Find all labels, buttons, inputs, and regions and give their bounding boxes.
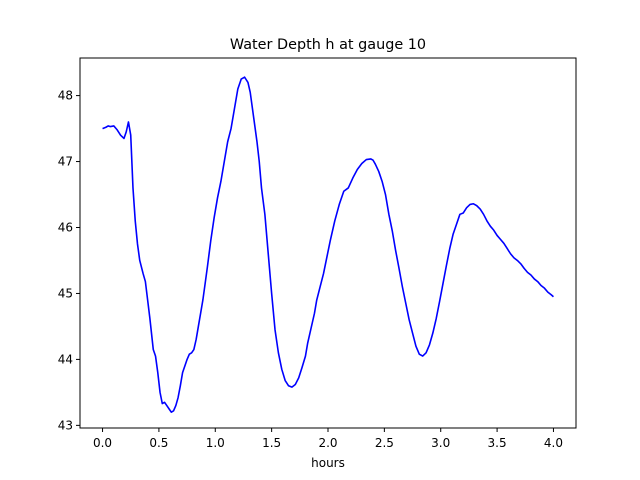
series-line [102,76,554,413]
x-axis-label: hours [311,456,345,470]
plot-area [102,76,554,413]
x-axis-ticks: 0.0 0.5 1.0 1.5 2.0 2.5 3.0 3.5 4.0 [93,428,563,450]
x-tick-label: 3.0 [431,436,450,450]
x-tick-label: 4.0 [544,436,563,450]
x-tick-label: 0.5 [149,436,168,450]
x-tick-label: 2.5 [375,436,394,450]
axes-frame [79,57,577,429]
x-tick-label: 0.0 [93,436,112,450]
y-tick-label: 44 [58,352,73,366]
y-tick-label: 43 [58,418,73,432]
y-tick-label: 47 [58,155,73,169]
x-tick-label: 2.0 [318,436,337,450]
y-tick-label: 48 [58,89,73,103]
y-tick-label: 46 [58,221,73,235]
x-tick-label: 1.0 [206,436,225,450]
chart-title: Water Depth h at gauge 10 [230,37,426,53]
x-tick-label: 3.5 [488,436,507,450]
y-axis-ticks: 43 44 45 46 47 48 [58,89,80,432]
y-tick-label: 45 [58,286,73,300]
x-tick-label: 1.5 [262,436,281,450]
